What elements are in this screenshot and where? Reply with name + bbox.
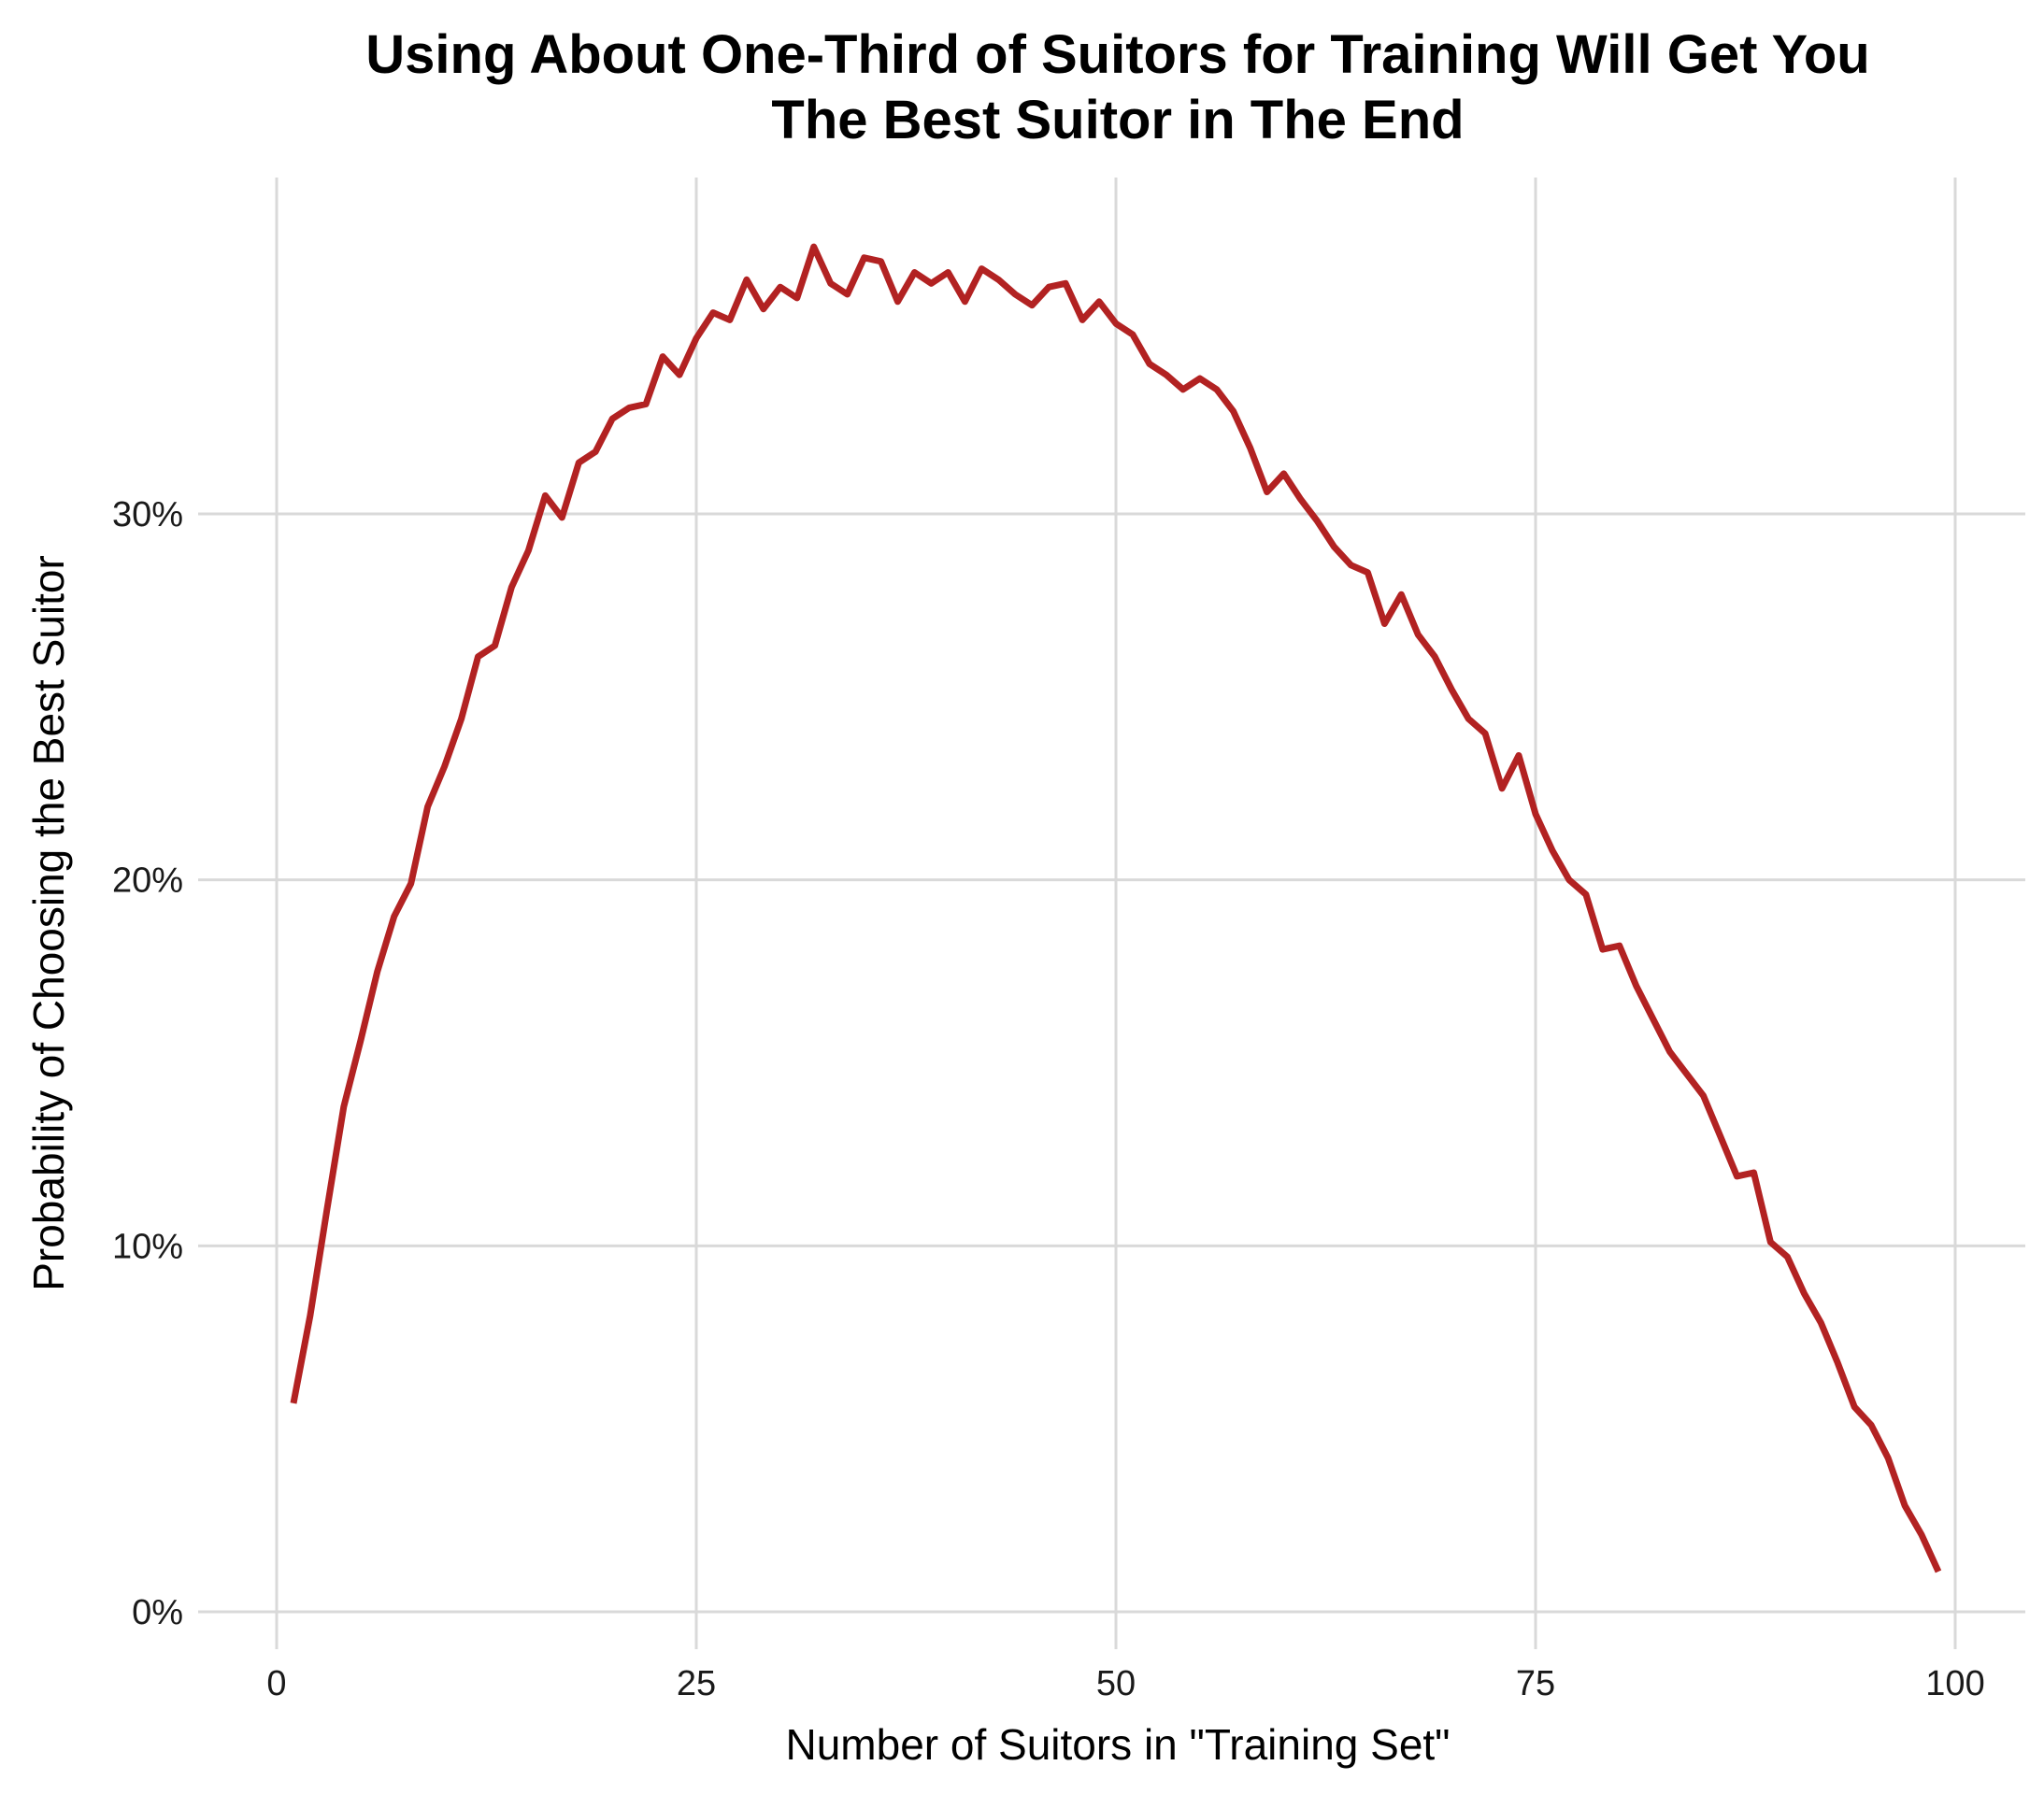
x-tick-label-50: 50	[1096, 1664, 1136, 1703]
y-axis-ticks: 0% 10% 20% 30%	[112, 495, 183, 1632]
chart-title-line-1: Using About One-Third of Suitors for Tra…	[365, 24, 1869, 85]
x-tick-label-0: 0	[266, 1664, 286, 1703]
chart-title: Using About One-Third of Suitors for Tra…	[365, 24, 1869, 150]
series-layer	[290, 243, 1942, 1573]
y-tick-label-30: 30%	[112, 495, 183, 534]
x-axis-title: Number of Suitors in "Training Set"	[785, 1720, 1450, 1769]
series-line-0	[290, 243, 1942, 1573]
y-axis-title: Probability of Choosing the Best Suitor	[24, 555, 73, 1291]
x-tick-label-75: 75	[1516, 1664, 1555, 1703]
x-axis-ticks: 0 25 50 75 100	[266, 1664, 1984, 1703]
chart-title-line-2: The Best Suitor in The End	[771, 90, 1464, 150]
gridlines	[198, 178, 2025, 1649]
y-tick-label-0: 0%	[132, 1593, 183, 1632]
y-tick-label-20: 20%	[112, 861, 183, 901]
y-tick-label-10: 10%	[112, 1227, 183, 1266]
x-tick-label-25: 25	[677, 1664, 716, 1703]
x-tick-label-100: 100	[1925, 1664, 1984, 1703]
